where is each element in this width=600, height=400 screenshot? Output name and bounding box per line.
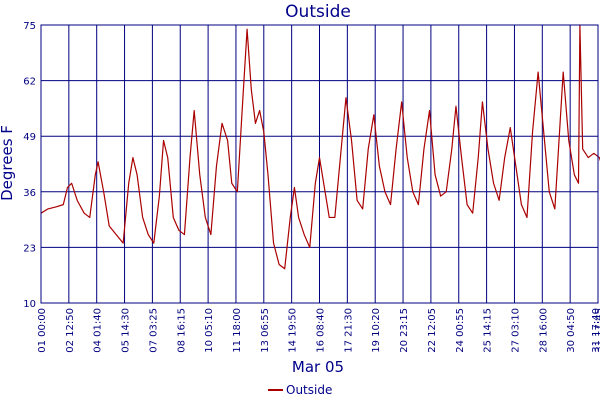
y-tick-label: 62	[23, 77, 36, 88]
x-tick-label: 08 16:15	[176, 308, 187, 353]
x-tick-label: 24 00:55	[455, 308, 466, 353]
x-axis-title: Mar 05	[292, 358, 344, 376]
chart-title: Outside	[285, 2, 351, 22]
x-tick-label: 11 18:00	[232, 308, 243, 353]
x-tick-label: 13 06:55	[260, 308, 271, 353]
legend: Outside	[268, 383, 332, 397]
legend-label-outside: Outside	[286, 383, 332, 397]
y-tick-label: 75	[23, 21, 36, 32]
x-tick-label: 30 04:50	[566, 308, 577, 353]
x-tick-label: 17 21:30	[343, 308, 354, 353]
x-tick-label: 04 01:40	[93, 308, 104, 353]
x-tick-label: 25 14:15	[483, 308, 494, 353]
x-tick-label: 16 08:40	[316, 308, 327, 353]
x-tick-label: 01 00:00	[37, 308, 48, 353]
grid-lines	[40, 24, 599, 304]
series-layer	[40, 24, 600, 270]
x-tick-label: 05 14:30	[121, 308, 132, 353]
x-tick-label: 20 23:15	[399, 308, 410, 353]
x-tick-label: 31 17:40	[591, 308, 600, 353]
x-tick-label: 31 17:45	[594, 308, 600, 353]
y-axis-title: Degrees F	[0, 125, 16, 201]
y-tick-label: 10	[23, 299, 36, 310]
x-tick-label: 28 16:00	[538, 308, 549, 353]
plot-frame	[40, 24, 599, 304]
y-axis-ticks: 10 23 36 49 62 75	[23, 21, 36, 310]
x-tick-label: 22 12:05	[427, 308, 438, 353]
x-tick-label: 10 05:10	[204, 308, 215, 353]
x-tick-label: 14 19:50	[288, 308, 299, 353]
x-tick-label: 19 10:20	[371, 308, 382, 353]
y-tick-label: 49	[23, 132, 36, 143]
y-tick-label: 36	[23, 188, 36, 199]
x-tick-label: 27 03:10	[510, 308, 521, 353]
y-tick-label: 23	[23, 243, 36, 254]
x-tick-label: 02 12:50	[65, 308, 76, 353]
x-tick-label: 07 03:25	[148, 308, 159, 353]
series-line-outside	[40, 24, 600, 270]
x-axis-ticks: 01 00:00 02 12:50 04 01:40 05 14:30 07 03:25…	[37, 308, 600, 353]
